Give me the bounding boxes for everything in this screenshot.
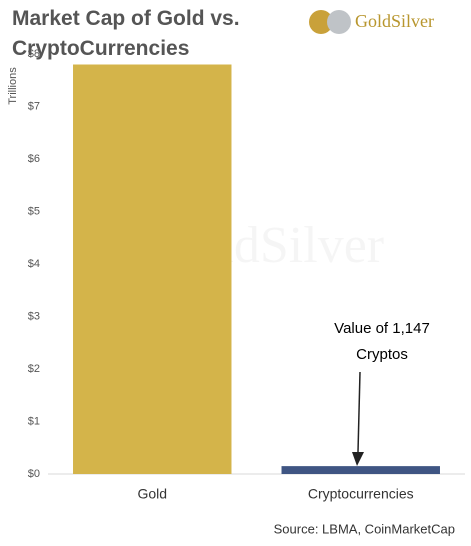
bar: [73, 64, 232, 474]
chart-title: Market Cap of Gold vs. CryptoCurrencies: [12, 7, 240, 60]
bar: [281, 466, 440, 474]
y-axis-label: Trillions: [7, 67, 19, 105]
x-tick-label: Cryptocurrencies: [308, 486, 414, 502]
y-tick-label: $1: [28, 415, 40, 427]
y-tick-label: $3: [28, 310, 40, 322]
y-tick-label: $7: [28, 100, 40, 112]
logo-text: GoldSilver: [355, 11, 434, 31]
y-tick-label: $2: [28, 363, 40, 375]
logo-coin-gold: [309, 10, 333, 34]
logo-coin-silver: [327, 10, 351, 34]
annotation-arrowhead: [352, 452, 364, 466]
annotation: Value of 1,147 Cryptos: [334, 320, 430, 363]
y-tick-label: $8: [28, 48, 40, 60]
y-tick-label: $5: [28, 205, 40, 217]
y-tick-label: $6: [28, 153, 40, 165]
y-tick-label: $4: [28, 258, 40, 270]
x-tick-label: Gold: [137, 486, 167, 502]
source: Source: LBMA, CoinMarketCap: [274, 521, 455, 536]
annotation-arrow: [357, 371, 361, 453]
y-tick-label: $0: [28, 468, 40, 480]
